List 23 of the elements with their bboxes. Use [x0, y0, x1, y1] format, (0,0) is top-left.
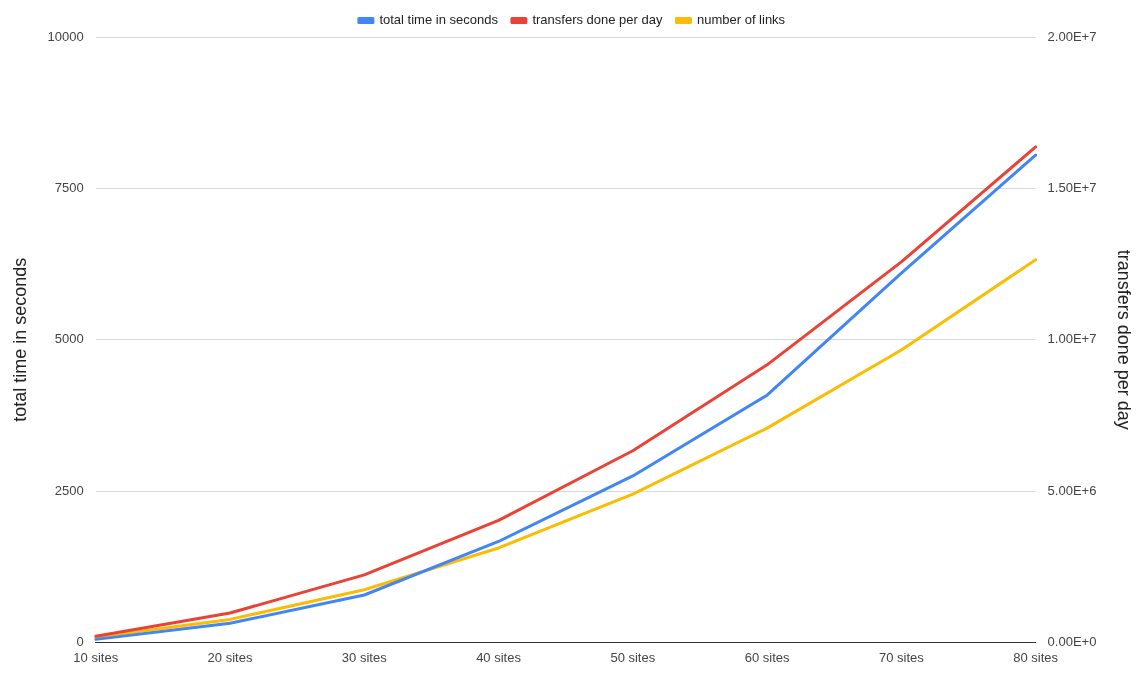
y-axis-title: total time in seconds — [9, 257, 30, 422]
y2-tick-label: 2.00E+7 — [1047, 28, 1097, 44]
x-tick-label: 60 sites — [744, 649, 790, 665]
x-tick-label: 70 sites — [878, 649, 925, 665]
legend-label: transfers done per day — [532, 12, 663, 28]
y-tick-label: 2500 — [54, 482, 84, 498]
y-tick-label: 7500 — [54, 179, 84, 195]
y2-axis-title: transfers done per day — [1114, 249, 1135, 430]
y2-tick-label: 0.00E+0 — [1047, 633, 1097, 649]
y2-tick-label: 5.00E+6 — [1047, 482, 1097, 498]
x-tick-label: 20 sites — [207, 649, 253, 665]
legend-label: total time in seconds — [379, 12, 499, 28]
y2-tick-label: 1.00E+7 — [1047, 331, 1097, 347]
x-tick-label: 50 sites — [610, 649, 656, 665]
y-tick-label: 5000 — [54, 331, 84, 347]
x-tick-label: 40 sites — [476, 649, 522, 665]
y-tick-label: 10000 — [47, 28, 84, 44]
y-tick-label: 0 — [76, 633, 84, 649]
x-tick-label: 30 sites — [341, 649, 388, 665]
x-tick-label: 80 sites — [1013, 649, 1059, 665]
y2-tick-label: 1.50E+7 — [1047, 179, 1097, 195]
x-tick-label: 10 sites — [73, 649, 119, 665]
legend-label: number of links — [696, 12, 786, 28]
